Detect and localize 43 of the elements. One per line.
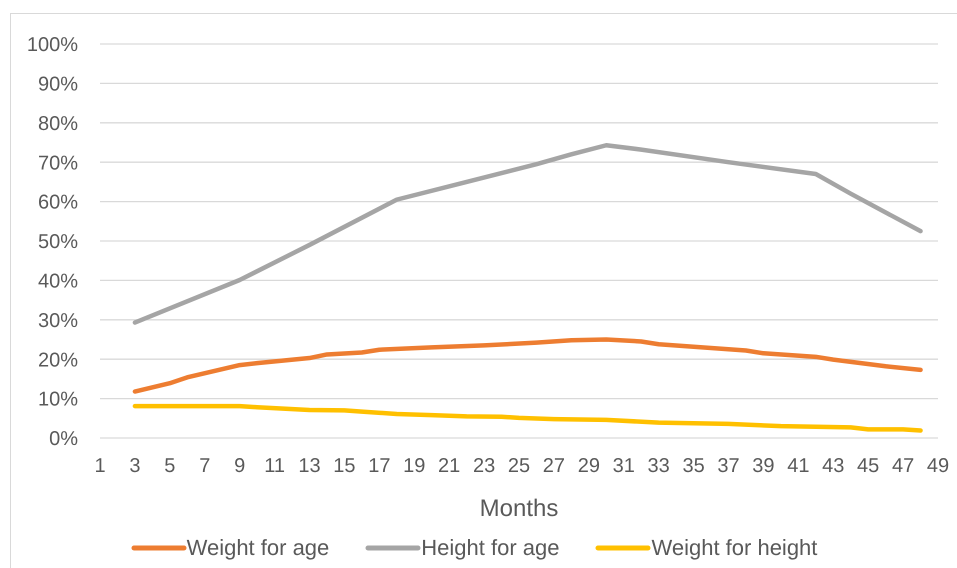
line-series [132,143,923,325]
x-tick-label: 11 [264,455,285,478]
x-tick-label: 21 [438,455,460,478]
y-tick-label: 10% [38,388,78,411]
x-tick-label: 35 [682,455,705,478]
x-tick-label: 47 [892,455,914,478]
x-tick-label: 41 [787,455,810,478]
legend-label: Weight for height [651,535,818,561]
y-tick-label: 70% [38,152,78,174]
x-tick-label: 1 [94,455,106,478]
x-tick-label: 7 [199,455,210,478]
y-tick-label: 100% [26,34,78,56]
y-tick-label: 30% [38,310,78,332]
x-tick-label: 39 [752,455,775,478]
x-axis-title: Months [480,495,558,522]
x-tick-label: 5 [164,455,176,478]
y-tick-label: 40% [38,270,78,292]
x-tick-label: 25 [508,455,530,478]
line-series [132,337,923,394]
y-tick-label: 0% [49,428,78,450]
x-tick-label: 9 [234,455,246,478]
x-tick-label: 27 [542,455,566,478]
legend-label: Weight for age [186,535,330,561]
x-tick-label: 15 [333,455,356,478]
x-tick-label: 31 [612,455,635,478]
x-tick-label: 49 [926,455,950,478]
y-tick-label: 80% [38,112,78,135]
x-tick-label: 3 [129,455,140,478]
y-tick-label: 50% [38,231,78,254]
x-tick-label: 23 [472,455,496,478]
x-tick-label: 29 [578,455,600,478]
x-tick-label: 17 [368,455,390,478]
x-tick-label: 19 [403,455,426,478]
x-tick-label: 33 [648,455,670,478]
y-tick-label: 20% [38,349,78,372]
x-tick-label: 13 [298,455,321,478]
y-tick-label: 60% [38,192,78,214]
x-tick-label: 45 [857,455,880,478]
line-series [132,404,923,433]
x-tick-label: 37 [717,455,740,478]
x-tick-label: 43 [822,455,844,478]
y-tick-label: 90% [38,74,78,96]
legend-label: Height for age [421,535,560,561]
